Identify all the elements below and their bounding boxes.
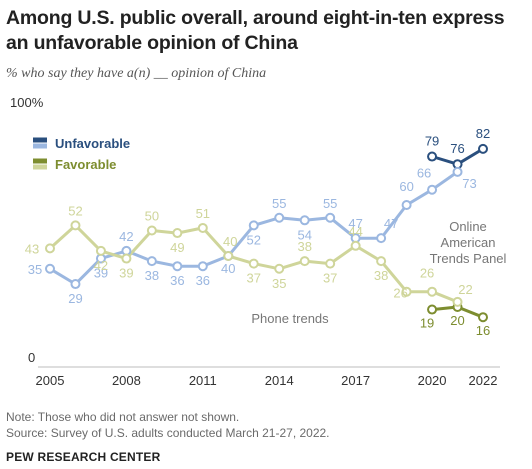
annotation-online-line-3: Trends Panel [430,251,507,266]
data-point-favorable-phone-2021 [452,296,463,307]
series-line-favorable-phone [48,223,433,294]
data-point-favorable-phone-2016 [325,258,336,269]
data-label-favorable-phone-2018: 38 [374,268,388,283]
chart-source: Source: Survey of U.S. adults conducted … [6,426,330,440]
data-label-unfavorable-phone-2018: 47 [384,216,398,231]
data-point-favorable-phone-2008 [121,253,132,264]
data-point-unfavorable-phone-2005 [45,263,55,274]
data-point-favorable-phone-2012 [223,251,234,261]
data-label-unfavorable-phone-2009: 38 [145,268,159,283]
data-label-unfavorable-phone-2015: 54 [297,227,311,242]
data-label-unfavorable-phone-2016: 55 [323,196,337,211]
data-label-unfavorable-phone-2019: 60 [399,179,413,194]
data-point-unfavorable-phone-2021 [452,166,463,177]
organization-name: PEW RESEARCH CENTER [6,450,161,464]
data-point-favorable-phone-2006 [70,220,81,231]
data-label-favorable-phone-2013: 37 [247,271,261,286]
data-point-unfavorable-phone-2018 [376,233,387,244]
data-label-favorable-phone-2012: 40 [223,234,237,249]
data-point-unfavorable-online-2020 [427,151,438,162]
data-label-unfavorable-phone-2017: 47 [348,216,362,231]
data-point-unfavorable-phone-2020 [427,184,438,195]
x-tick-label-2017: 2017 [341,373,370,388]
data-label-favorable-phone-2014: 35 [272,276,286,291]
data-point-favorable-phone-2005 [45,243,55,254]
x-tick-label-2014: 2014 [265,373,294,388]
data-point-unfavorable-phone-2013 [248,220,259,231]
annotation-online-line-2: American [441,235,496,250]
chart-note: Note: Those who did not answer not shown… [6,410,240,424]
data-label-favorable-online-2021: 20 [450,313,464,328]
data-point-favorable-phone-2015 [299,256,310,267]
data-label-favorable-phone-2010: 49 [170,240,184,255]
chart-title: Among U.S. public overall, around eight-… [6,7,505,54]
data-point-unfavorable-phone-2010 [172,261,183,272]
data-label-favorable-phone-2011: 51 [196,206,210,221]
data-point-favorable-phone-2010 [172,228,183,239]
x-tick-label-2020: 2020 [418,373,447,388]
data-point-favorable-phone-2018 [376,256,387,267]
annotation-online-line-1: Online [449,219,487,234]
data-label-unfavorable-online-2020: 79 [425,134,439,149]
data-point-favorable-phone-2007 [95,245,106,256]
x-tick-label-2008: 2008 [112,373,141,388]
data-label-favorable-phone-2021: 22 [458,282,472,297]
data-label-favorable-phone-2017: 44 [348,224,362,239]
data-point-favorable-phone-2011 [197,222,208,233]
data-point-favorable-phone-2013 [248,258,259,269]
data-point-favorable-phone-2019 [401,286,412,297]
data-label-unfavorable-phone-2007: 39 [94,266,108,281]
data-point-unfavorable-phone-2014 [274,212,285,223]
data-point-unfavorable-phone-2006 [70,279,81,290]
data-label-unfavorable-phone-2005: 35 [28,262,42,277]
chart-subtitle: % who say they have a(n) __ opinion of C… [6,66,267,81]
data-label-favorable-phone-2020: 26 [420,266,434,281]
data-point-favorable-phone-2014 [274,263,285,274]
data-label-favorable-phone-2019: 26 [393,286,407,301]
data-point-unfavorable-phone-2016 [325,212,336,223]
data-label-unfavorable-phone-2021: 73 [462,176,476,191]
data-label-unfavorable-phone-2020: 66 [417,166,431,181]
y-axis-label-zero: 0 [28,350,35,365]
data-point-unfavorable-phone-2019 [401,200,412,210]
data-label-favorable-phone-2016: 37 [323,271,337,286]
data-point-unfavorable-phone-2015 [299,215,310,226]
data-point-unfavorable-phone-2011 [197,261,208,272]
y-axis-label-max: 100% [10,95,44,110]
legend-label-unfavorable: Unfavorable [55,136,130,151]
data-label-unfavorable-phone-2013: 52 [247,232,261,247]
data-label-favorable-phone-2007: 42 [94,258,108,273]
data-label-unfavorable-phone-2014: 55 [272,196,286,211]
data-label-unfavorable-phone-2011: 36 [196,273,210,288]
data-label-unfavorable-phone-2010: 36 [170,273,184,288]
x-tick-label-2011: 2011 [189,373,217,388]
data-label-unfavorable-online-2021: 76 [450,141,464,156]
data-point-favorable-online-2022 [478,312,488,323]
data-label-unfavorable-online-2022: 82 [476,126,490,141]
data-label-favorable-phone-2009: 50 [145,209,159,224]
data-label-favorable-phone-2015: 38 [297,239,311,254]
data-point-unfavorable-online-2022 [478,143,488,154]
data-label-favorable-online-2020: 19 [420,316,434,331]
legend-label-favorable: Favorable [55,157,116,172]
data-point-favorable-online-2020 [427,304,438,315]
data-label-unfavorable-phone-2006: 29 [68,291,82,306]
data-point-favorable-phone-2020 [427,286,438,297]
data-label-favorable-online-2022: 16 [476,323,490,338]
x-tick-label-2005: 2005 [36,373,65,388]
data-label-favorable-phone-2006: 52 [68,203,82,218]
data-point-favorable-phone-2017 [350,240,361,251]
data-label-unfavorable-phone-2008: 42 [119,229,133,244]
series-line-extension-unfavorable [431,170,459,191]
data-label-favorable-phone-2008: 39 [119,266,133,281]
annotation-phone-trends: Phone trends [251,311,329,326]
data-point-unfavorable-phone-2009 [146,256,157,267]
data-label-unfavorable-phone-2012: 40 [221,261,235,276]
data-point-favorable-phone-2009 [146,225,157,236]
x-tick-label-2022: 2022 [469,373,498,388]
data-label-favorable-phone-2005: 43 [25,241,39,256]
